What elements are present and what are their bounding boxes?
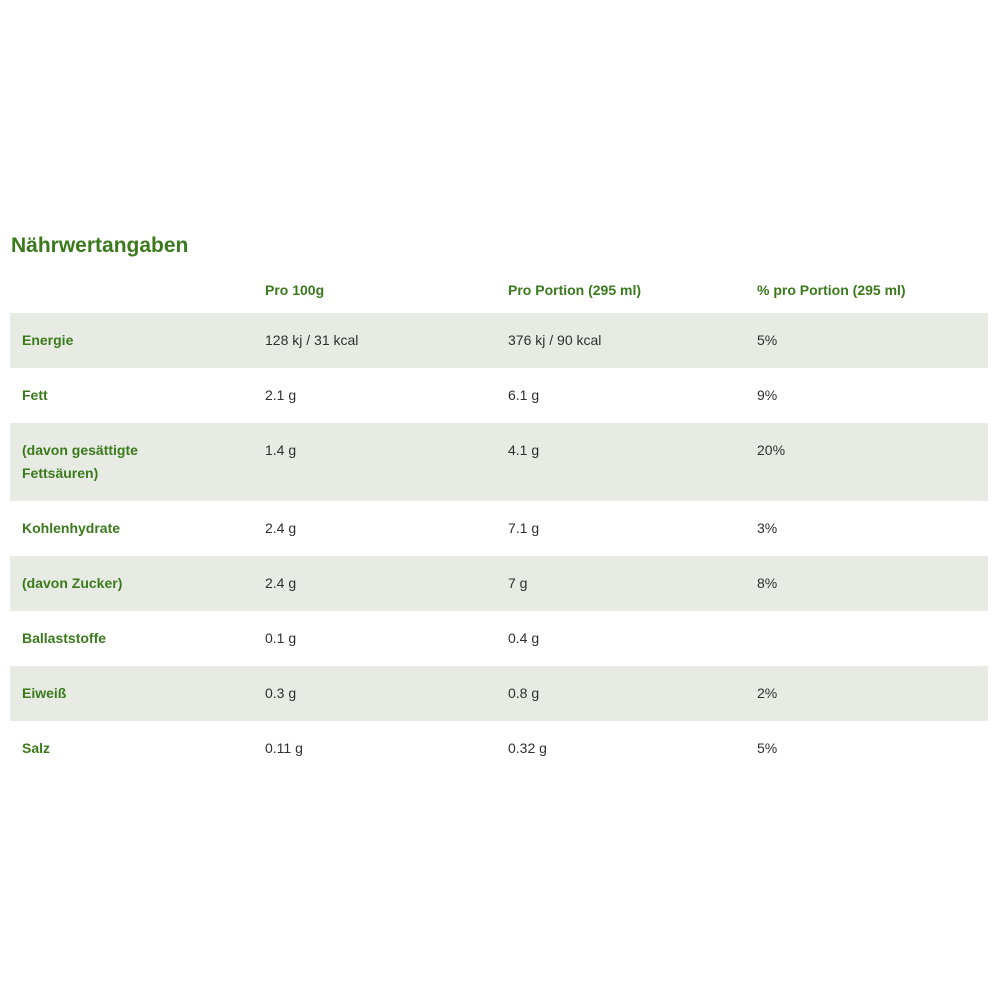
column-header-percent-per-portion: % pro Portion (295 ml) — [757, 282, 906, 298]
nutrition-table: Pro 100g Pro Portion (295 ml) % pro Port… — [10, 282, 988, 776]
value-per-100g: 0.1 g — [265, 630, 297, 646]
value-percent: 5% — [757, 332, 778, 348]
value-per-portion: 7.1 g — [508, 520, 540, 536]
table-row: Eiweiß 0.3 g 0.8 g 2% — [10, 666, 988, 721]
nutrient-label-text: Energie — [22, 332, 74, 348]
value-per-100g: 1.4 g — [265, 442, 297, 458]
value-percent: 2% — [757, 685, 778, 701]
table-row: (davon gesättigte Fettsäuren) 1.4 g 4.1 g 2… — [10, 423, 988, 501]
value-per-portion: 7 g — [508, 575, 528, 591]
table-row: Ballaststoffe 0.1 g 0.4 g — [10, 611, 988, 666]
value-per-100g: 2.1 g — [265, 387, 297, 403]
value-per-100g: 128 kj / 31 kcal — [265, 332, 359, 348]
nutrient-label: (davon gesättigte Fettsäuren) — [10, 423, 265, 501]
table-row: Kohlenhydrate 2.4 g 7.1 g 3% — [10, 501, 988, 556]
table-row: Salz 0.11 g 0.32 g 5% — [10, 721, 988, 776]
value-per-100g: 2.4 g — [265, 520, 297, 536]
value-percent: 3% — [757, 520, 778, 536]
value-per-portion: 6.1 g — [508, 387, 540, 403]
nutrient-label-text: Salz — [22, 740, 51, 756]
value-percent: 5% — [757, 740, 778, 756]
value-percent: 8% — [757, 575, 778, 591]
value-per-100g: 0.3 g — [265, 685, 297, 701]
nutrition-table-header: Pro 100g Pro Portion (295 ml) % pro Port… — [10, 282, 988, 313]
column-header-nutrient — [10, 282, 265, 313]
value-per-portion: 0.32 g — [508, 740, 547, 756]
nutrition-table-body: Energie 128 kj / 31 kcal 376 kj / 90 kcal 5… — [10, 313, 988, 776]
value-per-portion: 0.4 g — [508, 630, 540, 646]
value-per-100g: 0.11 g — [265, 740, 303, 756]
nutrition-section: Nährwertangaben Pro 100g Pro Portion (29… — [10, 234, 988, 776]
nutrient-label-text: (davon Zucker) — [22, 575, 123, 591]
value-percent: 20% — [757, 442, 786, 458]
column-header-per-portion: Pro Portion (295 ml) — [508, 282, 642, 298]
value-per-100g: 2.4 g — [265, 575, 297, 591]
table-row: Energie 128 kj / 31 kcal 376 kj / 90 kcal 5… — [10, 313, 988, 368]
nutrient-label-text: Kohlenhydrate — [22, 520, 121, 536]
value-per-portion: 376 kj / 90 kcal — [508, 332, 602, 348]
nutrient-label-text: Eiweiß — [22, 685, 67, 701]
nutrient-label: Eiweiß — [10, 666, 265, 721]
nutrient-label: Fett — [10, 368, 265, 423]
nutrient-label-text: Ballaststoffe — [22, 630, 107, 646]
value-percent — [757, 611, 988, 666]
value-per-portion: 4.1 g — [508, 442, 540, 458]
table-row: (davon Zucker) 2.4 g 7 g 8% — [10, 556, 988, 611]
table-row: Fett 2.1 g 6.1 g 9% — [10, 368, 988, 423]
nutrient-label: Kohlenhydrate — [10, 501, 265, 556]
nutrient-label-text: (davon gesättigte Fettsäuren) — [22, 442, 138, 481]
value-percent: 9% — [757, 387, 778, 403]
column-header-per-100g: Pro 100g — [265, 282, 325, 298]
nutrient-label: Salz — [10, 721, 265, 776]
nutrient-label: (davon Zucker) — [10, 556, 265, 611]
nutrient-label: Energie — [10, 313, 265, 368]
value-per-portion: 0.8 g — [508, 685, 540, 701]
nutrient-label: Ballaststoffe — [10, 611, 265, 666]
page-title: Nährwertangaben — [11, 234, 189, 257]
nutrient-label-text: Fett — [22, 387, 48, 403]
header-row: Pro 100g Pro Portion (295 ml) % pro Port… — [10, 282, 988, 313]
